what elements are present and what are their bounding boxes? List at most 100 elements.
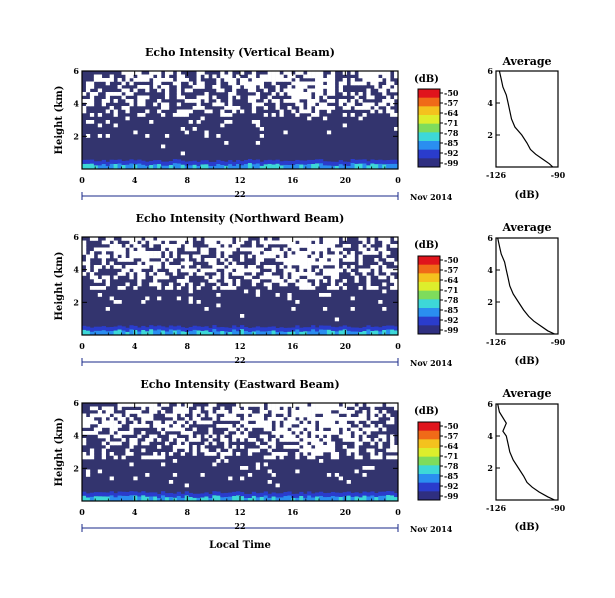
heatmap-cell xyxy=(386,491,391,496)
heatmap-cell xyxy=(326,420,332,425)
heatmap-cell xyxy=(307,406,312,411)
heatmap-cell xyxy=(382,491,387,496)
heatmap-cell xyxy=(184,275,189,280)
heatmap-cell xyxy=(192,448,197,453)
heatmap-plot xyxy=(82,237,399,335)
heatmap-cell xyxy=(204,251,209,255)
heatmap-cell xyxy=(322,293,328,297)
heatmap-cell xyxy=(303,413,308,418)
heatmap-cell xyxy=(382,427,387,432)
heatmap-cell xyxy=(164,286,170,290)
heatmap-cell xyxy=(105,410,110,414)
heatmap-cell xyxy=(259,81,264,86)
heatmap-cell xyxy=(275,431,280,435)
heatmap-cell xyxy=(204,74,209,79)
heatmap-cell xyxy=(208,493,213,498)
heatmap-cell xyxy=(319,74,324,79)
heatmap-cell xyxy=(255,279,261,283)
heatmap-cell xyxy=(89,85,95,89)
heatmap-cell xyxy=(85,134,91,138)
heatmap-cell xyxy=(117,163,122,169)
heatmap-cell xyxy=(180,164,185,169)
heatmap-cell xyxy=(330,330,336,335)
x-axis-title: Local Time xyxy=(209,540,271,551)
heatmap-cell xyxy=(192,329,197,335)
heatmap-cell xyxy=(232,427,237,432)
heatmap-cell xyxy=(196,272,201,276)
heatmap-cell xyxy=(121,254,126,259)
heatmap-cell xyxy=(109,495,114,501)
heatmap-cell xyxy=(247,424,253,428)
heatmap-cell xyxy=(287,240,292,245)
heatmap-cell xyxy=(196,406,201,411)
heatmap-cell xyxy=(145,413,150,418)
heatmap-cell xyxy=(93,492,99,497)
heatmap-cell xyxy=(295,258,300,262)
heatmap-cell xyxy=(133,254,138,259)
heatmap-cell xyxy=(224,327,229,332)
heatmap-cell xyxy=(85,424,91,428)
heatmap-cell xyxy=(334,265,340,269)
heatmap-cell xyxy=(89,327,95,332)
heatmap-cell xyxy=(161,165,166,169)
heatmap-cell xyxy=(263,427,268,432)
y-tick-label: 2 xyxy=(73,297,79,307)
heatmap-cell xyxy=(113,493,118,498)
heatmap-cell xyxy=(287,445,292,449)
heatmap-cell xyxy=(334,317,340,322)
heatmap-cell xyxy=(295,247,300,252)
heatmap-cell xyxy=(97,496,103,501)
heatmap-cell xyxy=(303,272,308,276)
heatmap-cell xyxy=(299,272,304,276)
heatmap-cell xyxy=(251,279,257,283)
heatmap-cell xyxy=(354,95,359,100)
heatmap-cell xyxy=(358,237,363,241)
heatmap-cell xyxy=(358,247,363,252)
heatmap-cell xyxy=(322,251,328,255)
heatmap-cell xyxy=(334,286,340,290)
heatmap-cell xyxy=(251,81,257,86)
heatmap-cell xyxy=(117,286,122,290)
heatmap-cell xyxy=(307,272,312,276)
heatmap-cell xyxy=(105,134,110,138)
heatmap-cell xyxy=(307,331,312,335)
heatmap-cell xyxy=(259,161,264,166)
heatmap-cell xyxy=(275,403,280,407)
heatmap-cell xyxy=(303,410,308,414)
heatmap-cell xyxy=(129,81,134,86)
heatmap-cell xyxy=(125,491,130,496)
heatmap-cell xyxy=(228,247,233,252)
heatmap-cell xyxy=(295,251,300,255)
heatmap-cell xyxy=(141,455,146,460)
colorbar-frame xyxy=(417,88,441,168)
heatmap-cell xyxy=(299,71,304,75)
heatmap-cell xyxy=(279,327,284,332)
y-axis-label: Height (km) xyxy=(54,252,65,321)
heatmap-cell xyxy=(338,330,343,335)
heatmap-cell xyxy=(330,71,336,75)
heatmap-cell xyxy=(85,258,91,262)
heatmap-cell xyxy=(291,403,296,407)
heatmap-cell xyxy=(228,240,233,245)
heatmap-cell xyxy=(386,237,391,241)
heatmap-cell xyxy=(196,438,201,442)
heatmap-cell xyxy=(291,307,296,311)
heatmap-cell xyxy=(295,445,300,449)
colorbar-segment xyxy=(418,299,440,309)
heatmap-cell xyxy=(259,420,264,425)
y-tick-label: 4 xyxy=(73,265,79,275)
heatmap-cell xyxy=(184,247,189,252)
heatmap-cell xyxy=(133,71,138,75)
heatmap-cell xyxy=(326,441,332,446)
heatmap-cell xyxy=(168,452,174,456)
heatmap-cell xyxy=(275,420,280,425)
heatmap-cell xyxy=(232,410,237,414)
heatmap-cell xyxy=(164,493,170,498)
heatmap-cell xyxy=(236,272,241,276)
heatmap-cell xyxy=(157,497,162,501)
heatmap-cell xyxy=(216,303,221,308)
heatmap-cell xyxy=(161,85,166,89)
heatmap-cell xyxy=(176,74,182,79)
heatmap-cell xyxy=(109,406,114,411)
heatmap-cell xyxy=(85,88,91,93)
